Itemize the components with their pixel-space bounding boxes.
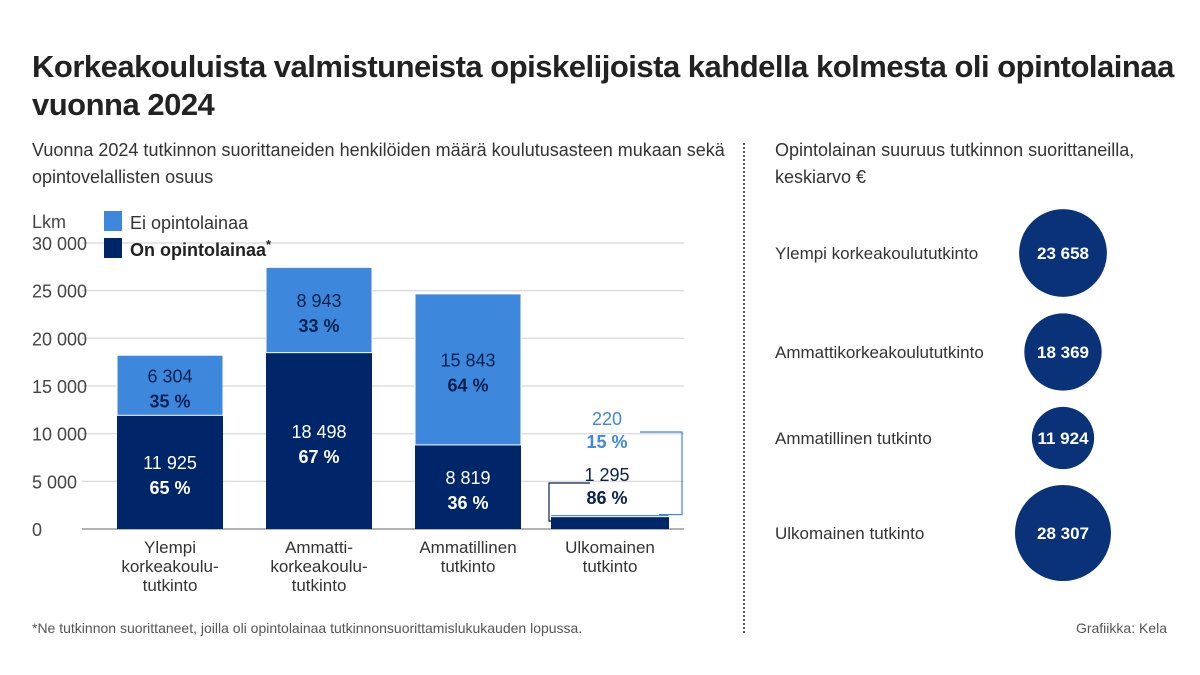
y-tick-label: 5 000	[32, 472, 77, 492]
bubble-category-label: Ulkomainen tutkinto	[775, 524, 924, 543]
legend-label: On opintolainaa*	[130, 237, 272, 260]
divider	[743, 143, 745, 633]
bubble-value-label: 28 307	[1037, 524, 1089, 543]
source: Grafiikka: Kela	[1075, 620, 1167, 636]
x-tick-label: Ammatti-	[285, 538, 353, 557]
y-tick-label: 0	[32, 520, 42, 540]
data-label: 1 295	[584, 465, 629, 485]
data-label: 220	[592, 409, 622, 429]
x-tick-label: Ulkomainen	[565, 538, 655, 557]
bar-ei-opintolainaa	[116, 354, 224, 416]
data-label-pct: 36 %	[447, 493, 488, 513]
y-tick-label: 25 000	[32, 282, 87, 302]
legend-swatch-no-loan	[104, 211, 122, 231]
data-label: 8 943	[296, 291, 341, 311]
bubble	[1024, 313, 1102, 391]
bar-on-opintolainaa	[415, 444, 521, 529]
bar-ei-opintolainaa	[550, 514, 670, 518]
x-tick-label: korkeakoulu-	[121, 557, 218, 576]
leader-line	[548, 482, 590, 522]
x-tick-label: tutkinto	[583, 557, 638, 576]
data-label-pct: 64 %	[447, 375, 488, 395]
bar-ei-opintolainaa	[414, 293, 522, 446]
footnote: *Ne tutkinnon suorittaneet, joilla oli o…	[32, 620, 583, 636]
bubble	[1031, 406, 1095, 470]
left-subtitle: Vuonna 2024 tutkinnon suorittaneiden hen…	[32, 140, 725, 187]
data-label-pct: 67 %	[298, 447, 339, 467]
y-tick-label: 15 000	[32, 377, 87, 397]
legend-swatch-loan	[104, 238, 122, 258]
y-tick-label: 20 000	[32, 329, 87, 349]
bar-on-opintolainaa	[551, 516, 669, 529]
bar-ei-opintolainaa	[265, 266, 373, 354]
data-label: 15 843	[440, 350, 495, 370]
data-label: 18 498	[291, 422, 346, 442]
y-tick-label: 30 000	[32, 234, 87, 254]
y-axis-label: Lkm	[32, 212, 66, 232]
x-tick-label: korkeakoulu-	[270, 557, 367, 576]
leader-line	[640, 431, 683, 516]
bubble-category-label: Ylempi korkeakoulututkinto	[775, 244, 978, 263]
bar-on-opintolainaa	[117, 415, 223, 529]
bubble-value-label: 23 658	[1037, 244, 1089, 263]
data-label: 6 304	[147, 366, 192, 386]
data-label-pct: 15 %	[586, 432, 627, 452]
bubble-value-label: 11 924	[1037, 429, 1089, 448]
x-tick-label: tutkinto	[441, 557, 496, 576]
legend-label: Ei opintolainaa	[130, 213, 249, 233]
data-label-pct: 65 %	[149, 478, 190, 498]
right-subtitle: Opintolainan suuruus tutkinnon suorittan…	[775, 140, 1135, 187]
bubble-value-label: 18 369	[1037, 343, 1089, 362]
x-tick-label: Ammatillinen	[419, 538, 516, 557]
y-tick-label: 10 000	[32, 425, 87, 445]
data-label-pct: 33 %	[298, 316, 339, 336]
page-title: Korkeakouluista valmistuneista opiskelij…	[32, 49, 1174, 122]
bar-on-opintolainaa	[266, 352, 372, 529]
x-tick-label: Ylempi	[144, 538, 196, 557]
bubble	[1019, 209, 1107, 297]
data-label-pct: 35 %	[149, 391, 190, 411]
data-label: 8 819	[445, 468, 490, 488]
x-tick-label: tutkinto	[143, 576, 198, 595]
data-label-pct: 86 %	[586, 488, 627, 508]
bubble-category-label: Ammattikorkeakoulututkinto	[775, 343, 984, 362]
bubble-category-label: Ammatillinen tutkinto	[775, 429, 932, 448]
bubble	[1015, 485, 1111, 581]
data-label: 11 925	[143, 453, 197, 473]
x-tick-label: tutkinto	[292, 576, 347, 595]
